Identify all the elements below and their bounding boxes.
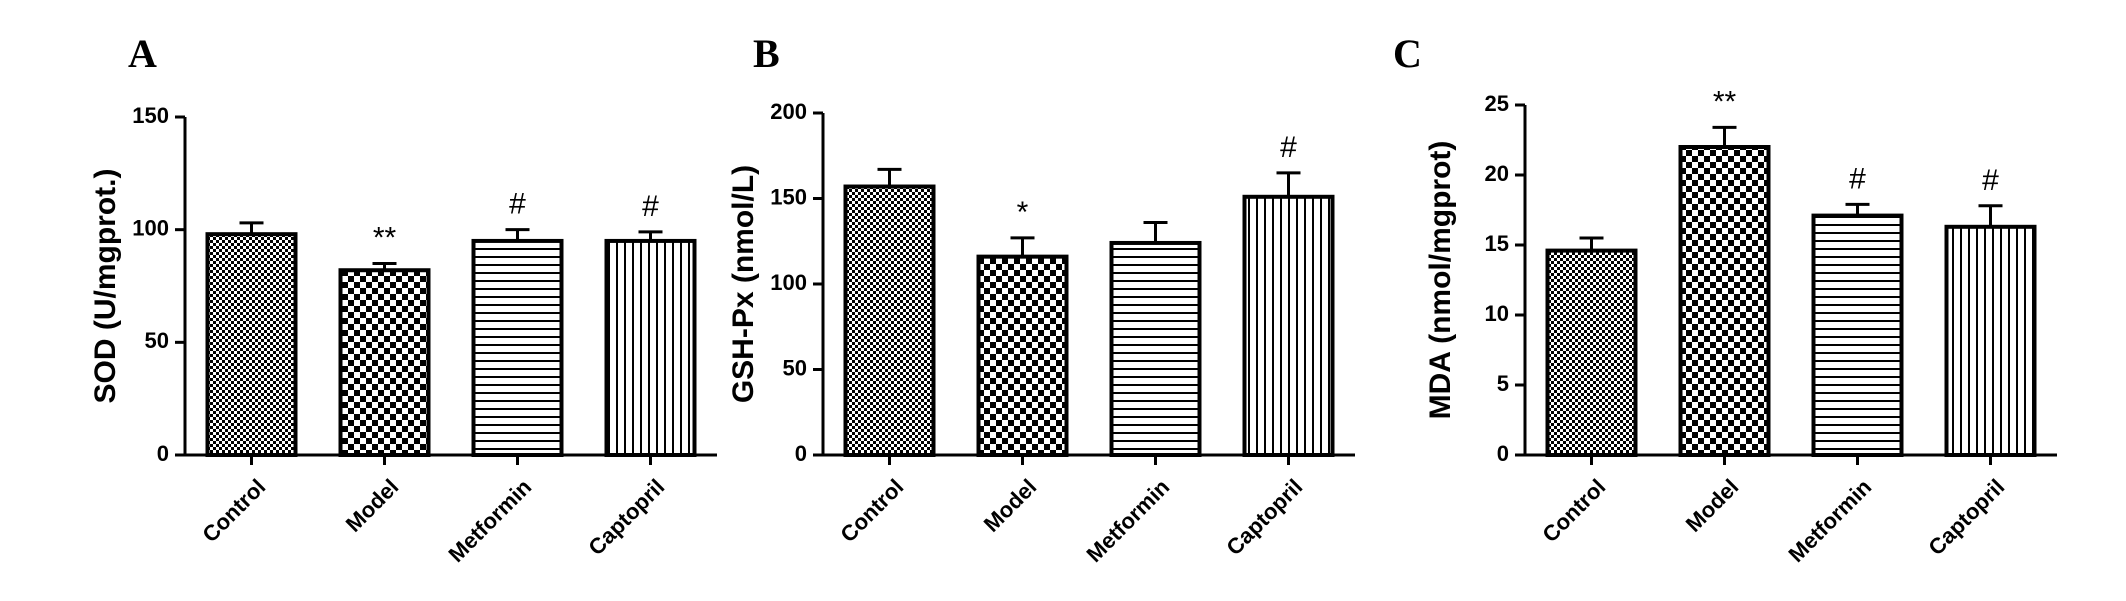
y-tick-label: 20: [1485, 161, 1509, 186]
bar-model: [976, 254, 1069, 458]
bar-captopril: [604, 238, 697, 457]
y-tick-label: 10: [1485, 301, 1509, 326]
x-tick-label-metformin: Metformin: [1081, 474, 1174, 567]
panel-letter: C: [1393, 31, 1422, 76]
bar-captopril: [1944, 224, 2037, 457]
y-tick-label: 0: [795, 441, 807, 466]
x-tick-label-metformin: Metformin: [1783, 474, 1876, 567]
panel-letter: A: [128, 31, 157, 76]
bar-metformin: [471, 238, 564, 457]
y-tick-label: 0: [157, 441, 169, 466]
chart-panel-b: B GSH-Px (nmol/L) 0 50 100 150 200 Control Model…: [727, 31, 1355, 567]
significance-marker: #: [1982, 164, 1999, 197]
x-tick-label-control: Control: [835, 474, 908, 547]
x-tick-label-control: Control: [197, 474, 270, 547]
x-tick-label-captopril: Captopril: [583, 474, 669, 560]
bar-model: [338, 268, 431, 457]
bar-model: [1678, 145, 1771, 457]
bar-metformin: [1811, 213, 1904, 457]
y-tick-label: 200: [770, 99, 807, 124]
bar-captopril: [1242, 194, 1335, 457]
bar-metformin: [1109, 240, 1202, 457]
y-tick-label: 100: [770, 270, 807, 295]
y-tick-label: 50: [145, 328, 169, 353]
significance-marker: **: [1713, 85, 1737, 118]
x-tick-label-model: Model: [341, 474, 404, 537]
x-tick-label-model: Model: [1681, 474, 1744, 537]
significance-marker: #: [1849, 162, 1866, 195]
bar-control: [1545, 248, 1638, 457]
y-tick-label: 0: [1497, 441, 1509, 466]
significance-marker: *: [1017, 196, 1029, 229]
y-tick-label: 25: [1485, 91, 1509, 116]
bar-control: [843, 184, 936, 457]
x-tick-label-captopril: Captopril: [1221, 474, 1307, 560]
significance-marker: #: [1280, 131, 1297, 164]
x-tick-label-model: Model: [979, 474, 1042, 537]
chart-panel-c: C MDA (nmol/mgprot) 0 5 10 15 20 25 Control Model…: [1393, 31, 2057, 567]
significance-marker: #: [509, 188, 526, 221]
y-tick-label: 5: [1497, 371, 1509, 396]
y-tick-label: 15: [1485, 231, 1509, 256]
significance-marker: **: [373, 221, 397, 254]
y-tick-label: 150: [770, 184, 807, 209]
y-axis-label: GSH-Px (nmol/L): [727, 165, 760, 403]
x-tick-label-captopril: Captopril: [1923, 474, 2009, 560]
significance-marker: #: [642, 190, 659, 223]
y-tick-label: 50: [783, 355, 807, 380]
panel-letter: B: [753, 31, 780, 76]
y-tick-label: 150: [132, 103, 169, 128]
y-axis-label: SOD (U/mgprot.): [89, 169, 122, 404]
chart-panel-a: A SOD (U/mgprot.) 0 50 100 150 Control Model ** M…: [89, 31, 717, 567]
x-tick-label-metformin: Metformin: [443, 474, 536, 567]
x-tick-label-control: Control: [1537, 474, 1610, 547]
y-axis-label: MDA (nmol/mgprot): [1424, 141, 1457, 420]
y-tick-label: 100: [132, 215, 169, 240]
bar-control: [205, 232, 298, 457]
